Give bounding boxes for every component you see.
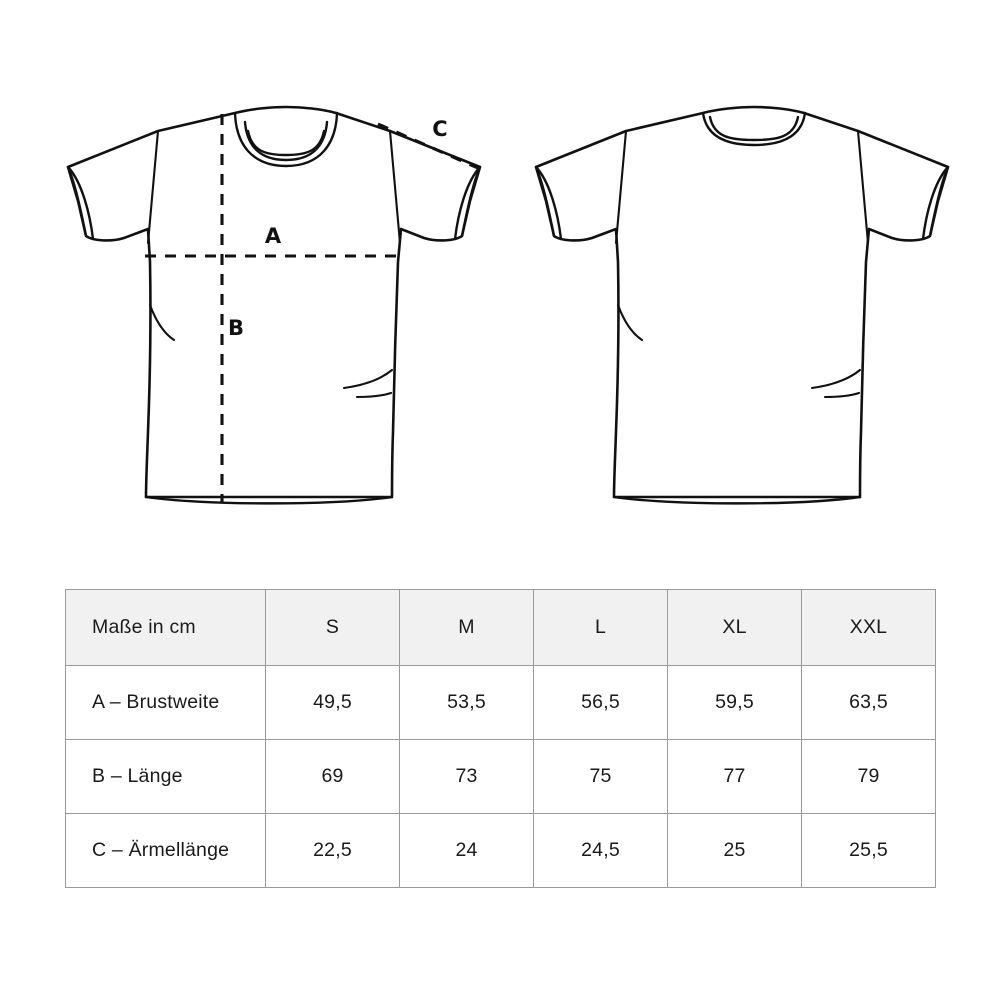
t-shirt-back-view [534,105,950,505]
cell-chest-m: 53,5 [399,665,534,740]
front-collar-outer [233,111,339,168]
cell-sleeve-m: 24 [399,813,534,888]
table-header-size-l: L [533,589,668,666]
cell-length-m: 73 [399,739,534,814]
row-label-length: B – Länge [65,739,266,814]
back-right-cuff [928,165,950,238]
row-label-sleeve: C – Ärmellänge [65,813,266,888]
back-left-cuff [534,165,556,238]
cell-chest-s: 49,5 [265,665,400,740]
cell-sleeve-l: 24,5 [533,813,668,888]
back-body-outline [534,105,950,499]
front-hem-line [144,495,394,505]
back-left-cuff-inner [534,165,563,241]
back-right-side-fold-upper [810,368,862,390]
measure-label-a: A [265,224,282,248]
front-right-cuff [460,165,482,238]
tshirt-illustration: A B C [66,105,950,505]
front-body-outline [66,105,482,499]
table-header-size-m: M [399,589,534,666]
front-left-cuff-inner [66,165,95,241]
cell-chest-l: 56,5 [533,665,668,740]
back-collar-inner [708,115,800,142]
cell-chest-xl: 59,5 [667,665,802,740]
front-right-side-fold-upper [342,368,394,390]
cell-length-xl: 77 [667,739,802,814]
front-left-side-fold [148,303,176,342]
row-label-chest: A – Brustweite [65,665,266,740]
front-collar-inner [246,129,326,157]
front-left-armhole-seam [146,129,160,245]
back-right-armhole-seam [856,129,870,245]
back-right-cuff-inner [921,165,950,241]
back-hem-line [612,495,862,505]
size-table-container: Maße in cm S M L XL XXL A – Brustweite 4… [65,589,936,888]
cell-length-xxl: 79 [801,739,936,814]
front-right-armhole-seam [388,129,402,245]
back-right-side-fold-lower [823,391,861,399]
cell-sleeve-xxl: 25,5 [801,813,936,888]
cell-length-s: 69 [265,739,400,814]
back-left-armhole-seam [614,129,628,245]
table-row: A – Brustweite 49,5 53,5 56,5 59,5 63,5 [65,665,936,740]
table-header-size-xl: XL [667,589,802,666]
front-right-side-fold-lower [355,391,393,399]
cell-sleeve-s: 22,5 [265,813,400,888]
t-shirt-front-view: A B C [66,105,488,505]
measure-label-b: B [228,316,244,340]
table-row: B – Länge 69 73 75 77 79 [65,739,936,814]
table-header-measure-label: Maße in cm [65,589,266,666]
cell-length-l: 75 [533,739,668,814]
size-table: Maße in cm S M L XL XXL A – Brustweite 4… [65,589,936,888]
cell-sleeve-xl: 25 [667,813,802,888]
front-left-cuff [66,165,88,238]
back-collar-outer [701,111,807,147]
back-left-side-fold [616,303,644,342]
table-header-size-s: S [265,589,400,666]
cell-chest-xxl: 63,5 [801,665,936,740]
table-header-size-xxl: XXL [801,589,936,666]
table-header-row: Maße in cm S M L XL XXL [65,589,936,666]
table-row: C – Ärmellänge 22,5 24 24,5 25 25,5 [65,813,936,888]
measure-label-c: C [432,117,447,141]
front-collar-rib [243,120,329,162]
front-right-cuff-inner [453,165,482,241]
